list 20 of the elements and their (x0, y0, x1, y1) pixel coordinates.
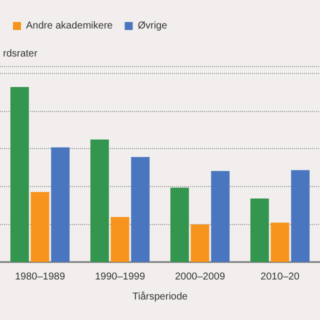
bar (110, 217, 130, 262)
bar (250, 198, 269, 262)
bar (170, 188, 189, 262)
x-tick-label: 1980–1989 (14, 272, 66, 282)
x-axis-title: Tiårsperiode (132, 290, 188, 302)
y-axis-title: rdsrater (3, 48, 38, 60)
x-tick-label: 2010–20 (260, 272, 300, 282)
bar (190, 224, 210, 262)
bar (211, 171, 230, 262)
legend-label: Andre akademikere (26, 20, 114, 32)
bar (30, 192, 50, 262)
legend-label: Øvrige (138, 20, 168, 32)
bar (51, 147, 70, 262)
bar (10, 87, 29, 262)
bar (90, 140, 109, 262)
x-tick-label: 2000–2009 (174, 272, 226, 282)
bar (131, 157, 150, 262)
x-tick-label: 1990–1999 (94, 272, 146, 282)
bar (270, 222, 290, 262)
bar (291, 170, 310, 262)
